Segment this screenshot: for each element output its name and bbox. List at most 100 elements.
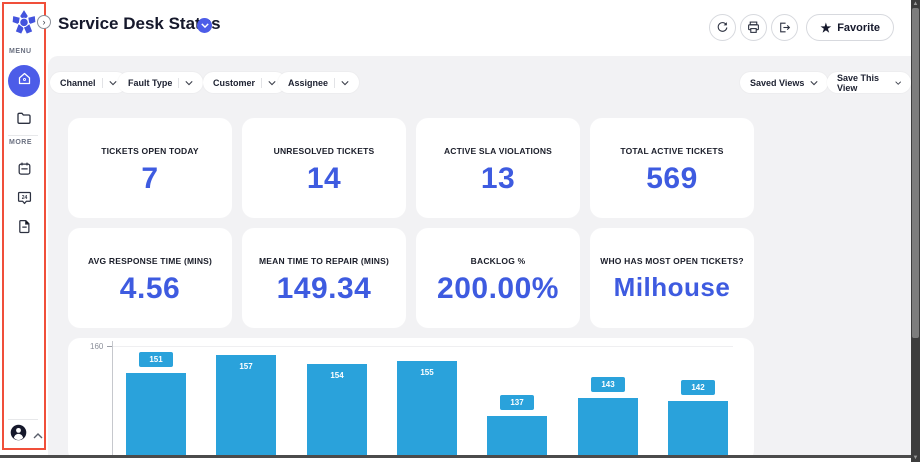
export-icon bbox=[780, 22, 791, 33]
kpi-label: TOTAL ACTIVE TICKETS bbox=[620, 146, 724, 156]
pill-divider bbox=[178, 77, 180, 88]
chevron-down-icon bbox=[200, 23, 209, 28]
pill-divider bbox=[334, 77, 336, 88]
viewport-bottom-margin bbox=[0, 458, 920, 462]
export-button[interactable] bbox=[771, 14, 799, 41]
y-axis-tick bbox=[107, 346, 112, 347]
chevron-up-icon[interactable] bbox=[33, 426, 43, 444]
sidebar-item-report[interactable] bbox=[14, 219, 34, 239]
filter-label: Customer bbox=[213, 77, 256, 88]
bar-value-label: 155 bbox=[420, 368, 434, 377]
sidebar-item-support-24[interactable]: 24 bbox=[14, 190, 34, 210]
bar-1[interactable] bbox=[126, 373, 186, 462]
kpi-card-backlog: BACKLOG % 200.00% bbox=[416, 228, 580, 328]
favorite-button[interactable]: ★ Favorite bbox=[806, 14, 894, 41]
header-actions: ★ Favorite bbox=[709, 14, 894, 41]
chevron-down-icon bbox=[341, 80, 349, 85]
filter-label: Channel bbox=[60, 77, 96, 88]
kpi-value: 7 bbox=[141, 162, 159, 195]
page-title: Service Desk Status bbox=[58, 14, 221, 33]
bar-value-label: 157 bbox=[239, 362, 253, 371]
kpi-value: 569 bbox=[646, 162, 698, 195]
chevron-down-icon bbox=[810, 80, 818, 85]
title-dropdown-badge[interactable] bbox=[197, 18, 212, 33]
bar-value-label: 154 bbox=[330, 371, 344, 380]
kpi-value: 200.00% bbox=[437, 272, 559, 305]
kpi-card-mean-time-to-repair-mins: MEAN TIME TO REPAIR (MINS) 149.34 bbox=[242, 228, 406, 328]
kpi-value: 4.56 bbox=[119, 272, 181, 305]
kpi-value: 149.34 bbox=[276, 272, 372, 305]
main-content: Channel Fault Type Customer Assignee Saved … bbox=[48, 56, 911, 462]
sidebar-bottom-divider bbox=[8, 419, 38, 420]
filter-fault-type[interactable]: Fault Type bbox=[118, 72, 204, 93]
support-24-icon: 24 bbox=[17, 190, 32, 210]
sidebar-item-home[interactable] bbox=[8, 65, 40, 97]
user-account-menu[interactable] bbox=[10, 424, 43, 446]
pill-divider bbox=[101, 77, 103, 88]
bar-value-label: 143 bbox=[591, 377, 625, 392]
kpi-card-unresolved-tickets: UNRESOLVED TICKETS 14 bbox=[242, 118, 406, 218]
scroll-up-arrow-icon[interactable]: ▲ bbox=[912, 1, 919, 7]
sidebar-menu-label: MENU bbox=[9, 48, 32, 55]
scroll-down-arrow-icon[interactable]: ▼ bbox=[912, 455, 919, 461]
kpi-card-who-has-most-open-tickets: WHO HAS MOST OPEN TICKETS? Milhouse bbox=[590, 228, 754, 328]
sidebar-divider bbox=[8, 135, 38, 136]
user-avatar-icon bbox=[10, 424, 27, 446]
bar-3[interactable] bbox=[307, 364, 367, 462]
kpi-label: BACKLOG % bbox=[470, 256, 526, 266]
chevron-down-icon bbox=[268, 80, 276, 85]
sidebar-item-calendar[interactable] bbox=[14, 161, 34, 181]
y-axis-line bbox=[112, 341, 113, 462]
chevron-down-icon bbox=[108, 80, 117, 85]
refresh-icon bbox=[718, 22, 728, 32]
save-this-view-button[interactable]: Save This View bbox=[827, 72, 911, 93]
save-view-label: Save This View bbox=[837, 72, 880, 93]
kpi-value: 14 bbox=[306, 162, 342, 195]
filter-customer[interactable]: Customer bbox=[203, 72, 287, 93]
header: Service Desk Status ★ Favorite bbox=[48, 0, 911, 56]
kpi-card-avg-response-time-mins: AVG RESPONSE TIME (MINS) 4.56 bbox=[68, 228, 232, 328]
filter-channel[interactable]: Channel bbox=[50, 72, 127, 93]
filter-label: Fault Type bbox=[128, 77, 173, 88]
bar-6[interactable] bbox=[578, 398, 638, 462]
kpi-card-total-active-tickets: TOTAL ACTIVE TICKETS 569 bbox=[590, 118, 754, 218]
filter-assignee[interactable]: Assignee bbox=[278, 72, 360, 93]
bar-4[interactable] bbox=[397, 361, 457, 462]
sidebar-item-folder[interactable] bbox=[14, 110, 34, 130]
kpi-label: WHO HAS MOST OPEN TICKETS? bbox=[600, 256, 744, 266]
star-icon: ★ bbox=[820, 20, 832, 35]
kpi-label: MEAN TIME TO REPAIR (MINS) bbox=[258, 256, 390, 266]
kpi-value: Milhouse bbox=[613, 272, 731, 302]
printer-icon bbox=[748, 21, 760, 33]
bar-value-label: 151 bbox=[139, 352, 173, 367]
gridline-160 bbox=[113, 346, 733, 347]
chevron-down-icon bbox=[894, 80, 901, 85]
bar-value-label: 142 bbox=[681, 380, 715, 395]
saved-views-label: Saved Views bbox=[750, 77, 805, 88]
folder-icon bbox=[16, 110, 32, 131]
filter-bar: Channel Fault Type Customer Assignee Saved … bbox=[48, 72, 911, 94]
filter-label: Assignee bbox=[288, 77, 329, 88]
bar-value-label: 137 bbox=[500, 395, 534, 410]
kpi-value: 13 bbox=[480, 162, 516, 195]
y-axis-tick-label: 160 bbox=[90, 342, 104, 351]
svg-text:24: 24 bbox=[21, 195, 27, 201]
kpi-label: AVG RESPONSE TIME (MINS) bbox=[87, 256, 213, 266]
app-logo-icon[interactable] bbox=[9, 8, 39, 38]
kpi-label: TICKETS OPEN TODAY bbox=[101, 146, 199, 156]
saved-views-button[interactable]: Saved Views bbox=[740, 72, 829, 93]
sidebar-expand-toggle[interactable]: › bbox=[37, 15, 51, 29]
print-button[interactable] bbox=[740, 14, 768, 41]
report-icon bbox=[17, 219, 32, 239]
chevron-down-icon bbox=[185, 80, 193, 85]
viewport-bottom-edge bbox=[0, 455, 920, 458]
page-scrollbar[interactable]: ▲ ▼ bbox=[911, 0, 920, 462]
kpi-card-active-sla-violations: ACTIVE SLA VIOLATIONS 13 bbox=[416, 118, 580, 218]
bar-2[interactable] bbox=[216, 355, 276, 462]
bar-5[interactable] bbox=[487, 416, 547, 462]
bar-7[interactable] bbox=[668, 401, 728, 462]
refresh-button[interactable] bbox=[709, 14, 737, 41]
scrollbar-thumb[interactable] bbox=[912, 8, 919, 338]
pill-divider bbox=[261, 77, 263, 88]
